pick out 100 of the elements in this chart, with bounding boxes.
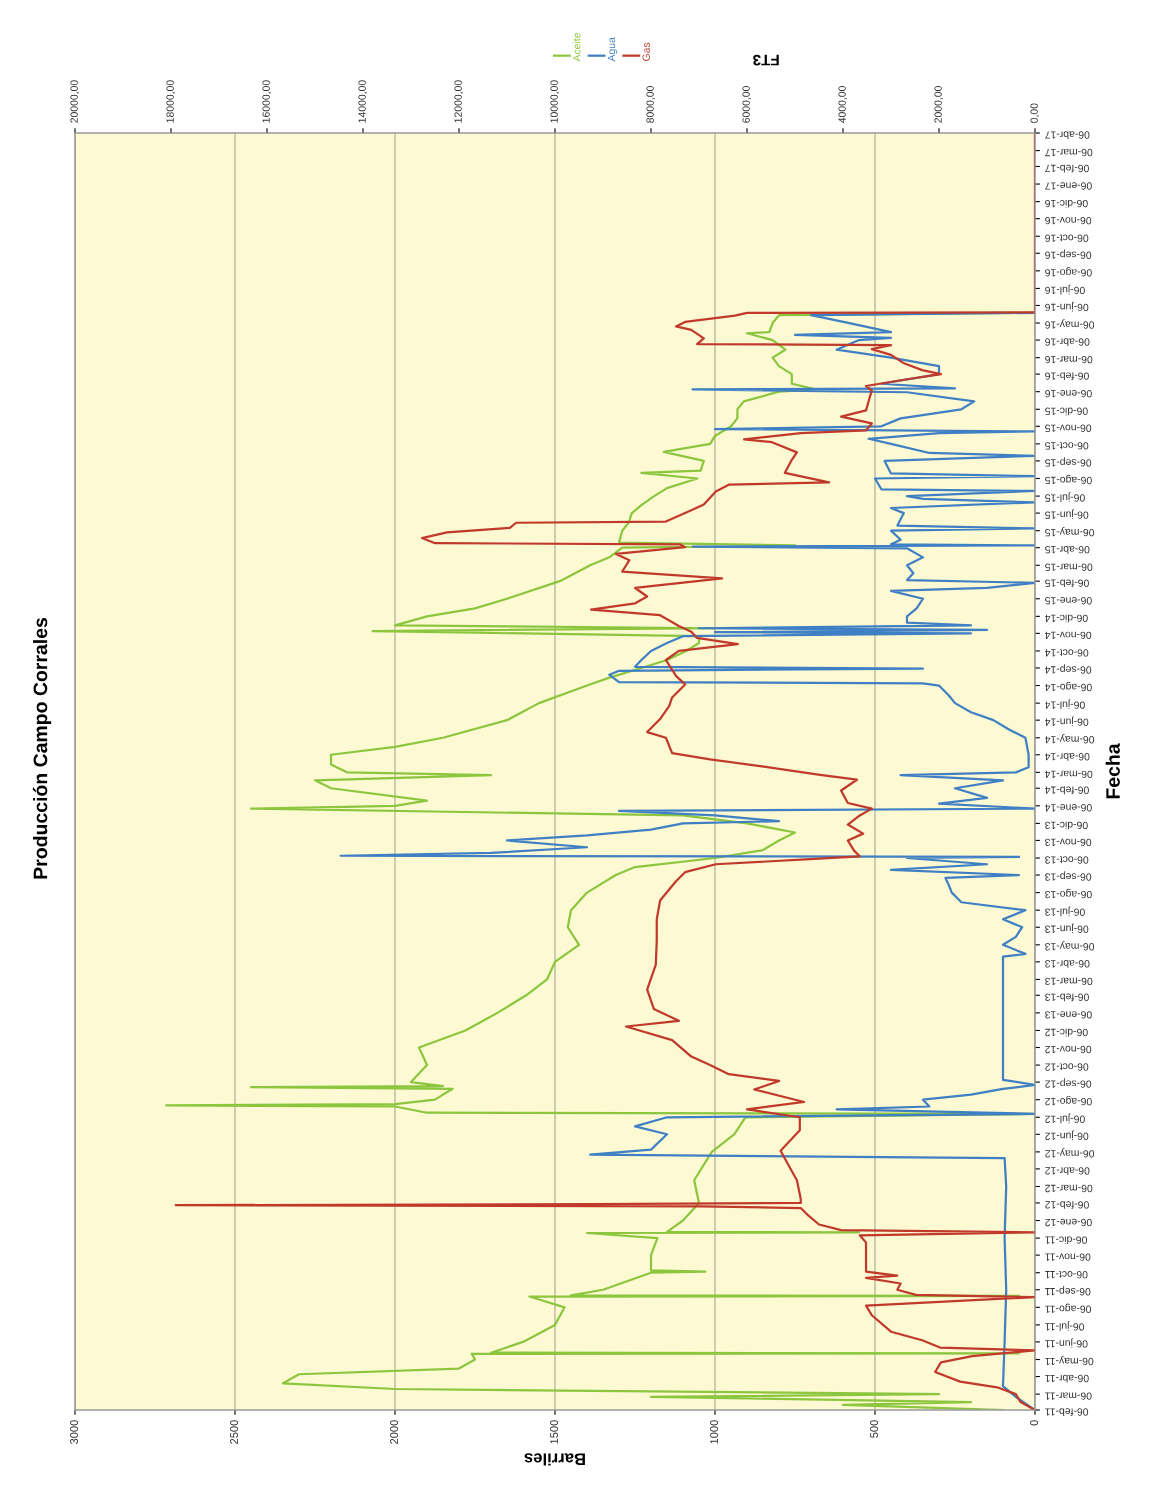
y-tick-label: 06-oct-12 <box>1045 1063 1089 1071</box>
y-tick-label: 06-may-13 <box>1045 941 1095 951</box>
y-tick-label: 06-jun-14 <box>1045 716 1089 727</box>
y-tick-label: 06-mar-12 <box>1045 1184 1093 1193</box>
y-tick-label: 06-abr-17 <box>1045 131 1090 139</box>
x-tick-label: 500 <box>870 1420 878 1438</box>
y-tick-label: 06-ago-12 <box>1045 1095 1092 1106</box>
y-tick-label: 06-dic-11 <box>1045 1236 1087 1245</box>
x-tick-label: 2500 <box>230 1420 238 1444</box>
x-tick-label: 2000 <box>390 1420 398 1444</box>
x2-tick-label: 16000,00 <box>262 80 272 123</box>
y-tick-label: 06-abr-13 <box>1045 960 1090 968</box>
y-tick-label: 06-ago-11 <box>1045 1303 1092 1313</box>
y-tick-label: 06-nov-13 <box>1045 838 1092 847</box>
y-tick-label: 06-jul-12 <box>1045 1113 1085 1124</box>
y-tick-label: 06-dic-15 <box>1045 407 1088 416</box>
y-tick-label: 06-feb-12 <box>1045 1201 1089 1209</box>
y-tick-label: 06-abr-11 <box>1045 1374 1089 1383</box>
legend-label: Agua <box>607 37 618 62</box>
y-tick-label: 06-feb-11 <box>1045 1408 1089 1416</box>
y-tick-label: 06-abr-14 <box>1045 753 1090 761</box>
y-tick-label: 06-jul-15 <box>1045 492 1085 503</box>
x-tick-label: 3000 <box>70 1420 78 1445</box>
y-tick-label: 06-abr-12 <box>1045 1167 1090 1175</box>
text: Producción Campo Corrales <box>32 618 52 879</box>
y-tick-label: 06-ago-15 <box>1045 474 1092 485</box>
y-tick-label: 06-jul-11 <box>1045 1321 1085 1331</box>
y-tick-label: 06-ago-13 <box>1045 888 1092 899</box>
y-tick-label: 06-sep-12 <box>1045 1078 1092 1088</box>
x2-tick-label: 20000,00 <box>70 80 80 123</box>
y-tick-label: 06-jun-12 <box>1045 1130 1089 1141</box>
x2-tick-label: 12000,00 <box>454 80 464 123</box>
y-tick-label: 06-jul-13 <box>1045 906 1085 917</box>
x-tick-label: 1500 <box>550 1420 558 1444</box>
y-tick-label: 06-dic-14 <box>1045 614 1088 623</box>
y-tick-label: 06-jul-14 <box>1045 699 1085 710</box>
y-tick-label: 06-abr-15 <box>1045 545 1090 554</box>
y-tick-label: 06-dic-13 <box>1045 821 1088 830</box>
y-tick-label: 06-nov-12 <box>1045 1045 1092 1054</box>
y-tick-label: 06-may-15 <box>1045 526 1095 537</box>
y-tick-label: 06-ene-17 <box>1045 182 1092 190</box>
y-tick-label: 06-mar-16 <box>1045 355 1093 364</box>
y-tick-label: 06-ene-16 <box>1045 389 1092 398</box>
x2-tick-label: 4000,00 <box>838 86 848 124</box>
y-tick-label: 06-jul-16 <box>1045 284 1085 295</box>
y-tick-label: 06-sep-14 <box>1045 664 1092 674</box>
y-tick-label: 06-may-16 <box>1045 319 1095 329</box>
y-tick-label: 06-feb-14 <box>1045 786 1089 795</box>
y-tick-label: 06-oct-13 <box>1045 856 1089 864</box>
y-tick-label: 06-nov-11 <box>1045 1253 1091 1261</box>
y-tick-label: 06-dic-16 <box>1045 199 1088 208</box>
y-tick-label: 06-feb-13 <box>1045 993 1089 1002</box>
y-tick-label: 06-jun-15 <box>1045 509 1089 520</box>
x-tick-label: 0 <box>1030 1420 1038 1426</box>
y-tick-label: 06-oct-15 <box>1045 442 1089 450</box>
y-tick-label: 06-abr-16 <box>1045 338 1090 346</box>
x2-tick-label: 18000,00 <box>166 80 176 123</box>
x2-tick-label: 10000,00 <box>550 80 560 123</box>
y-tick-label: 06-feb-16 <box>1045 372 1089 381</box>
y-tick-label: 06-may-14 <box>1045 733 1095 744</box>
x2-tick-label: 14000,00 <box>358 80 368 123</box>
y-tick-label: 06-mar-11 <box>1045 1392 1092 1400</box>
y-tick-label: 06-feb-15 <box>1045 579 1089 588</box>
y-tick-label: 06-ene-13 <box>1045 1011 1092 1019</box>
x-axis-title: Barriles <box>524 1453 585 1466</box>
x2-tick-label: 8000,00 <box>646 86 656 123</box>
y-axis-title: Fecha <box>1105 743 1120 799</box>
text: Aceite <box>572 32 581 62</box>
y-tick-label: 06-sep-15 <box>1045 457 1092 467</box>
x2-tick-label: 2000,00 <box>934 86 944 123</box>
y-tick-label: 06-oct-16 <box>1045 234 1089 242</box>
y-tick-label: 06-jun-16 <box>1045 301 1089 312</box>
y-tick-label: 06-ene-15 <box>1045 597 1092 605</box>
y-tick-label: 06-sep-11 <box>1045 1285 1091 1296</box>
y-tick-label: 06-mar-13 <box>1045 977 1093 986</box>
y-tick-label: 06-jun-11 <box>1045 1338 1088 1348</box>
y-tick-label: 06-ene-12 <box>1045 1218 1092 1227</box>
y-tick-label: 06-may-12 <box>1045 1148 1095 1158</box>
y-tick-label: 06-feb-17 <box>1045 164 1089 173</box>
y-tick-label: 06-may-11 <box>1045 1355 1094 1366</box>
x-tick-label: 1000 <box>710 1420 718 1444</box>
y-tick-label: 06-ago-14 <box>1045 681 1092 692</box>
y-tick-label: 06-ago-16 <box>1045 267 1092 277</box>
y-tick-label: 06-nov-16 <box>1045 216 1092 225</box>
legend-label: Gas <box>642 42 650 61</box>
y-tick-label: 06-sep-16 <box>1045 249 1092 259</box>
y-tick-label: 06-sep-13 <box>1045 871 1092 881</box>
x2-tick-label: 0,00 <box>1030 103 1040 123</box>
y-tick-label: 06-ene-14 <box>1045 804 1092 812</box>
y-tick-label: 06-jun-13 <box>1045 923 1089 934</box>
y-tick-label: 06-nov-14 <box>1045 631 1092 640</box>
y-tick-label: 06-mar-14 <box>1045 770 1093 779</box>
x2-axis-title: FT3 <box>753 54 779 66</box>
y-tick-label: 06-oct-11 <box>1045 1271 1088 1279</box>
y-tick-label: 06-mar-17 <box>1045 148 1093 157</box>
y-tick-label: 06-oct-14 <box>1045 649 1089 657</box>
y-tick-label: 06-dic-12 <box>1045 1028 1088 1037</box>
x2-tick-label: 6000,00 <box>742 86 752 123</box>
y-tick-label: 06-mar-15 <box>1045 563 1093 571</box>
y-tick-label: 06-nov-15 <box>1045 424 1092 432</box>
